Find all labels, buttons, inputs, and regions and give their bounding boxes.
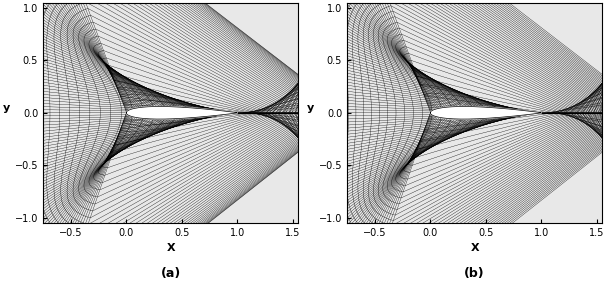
Polygon shape [126,107,237,119]
X-axis label: X: X [167,243,175,253]
Y-axis label: y: y [3,103,10,113]
Text: (a): (a) [161,267,181,280]
Text: (b): (b) [465,267,485,280]
Y-axis label: y: y [307,103,314,113]
Polygon shape [430,107,541,119]
X-axis label: X: X [471,243,479,253]
